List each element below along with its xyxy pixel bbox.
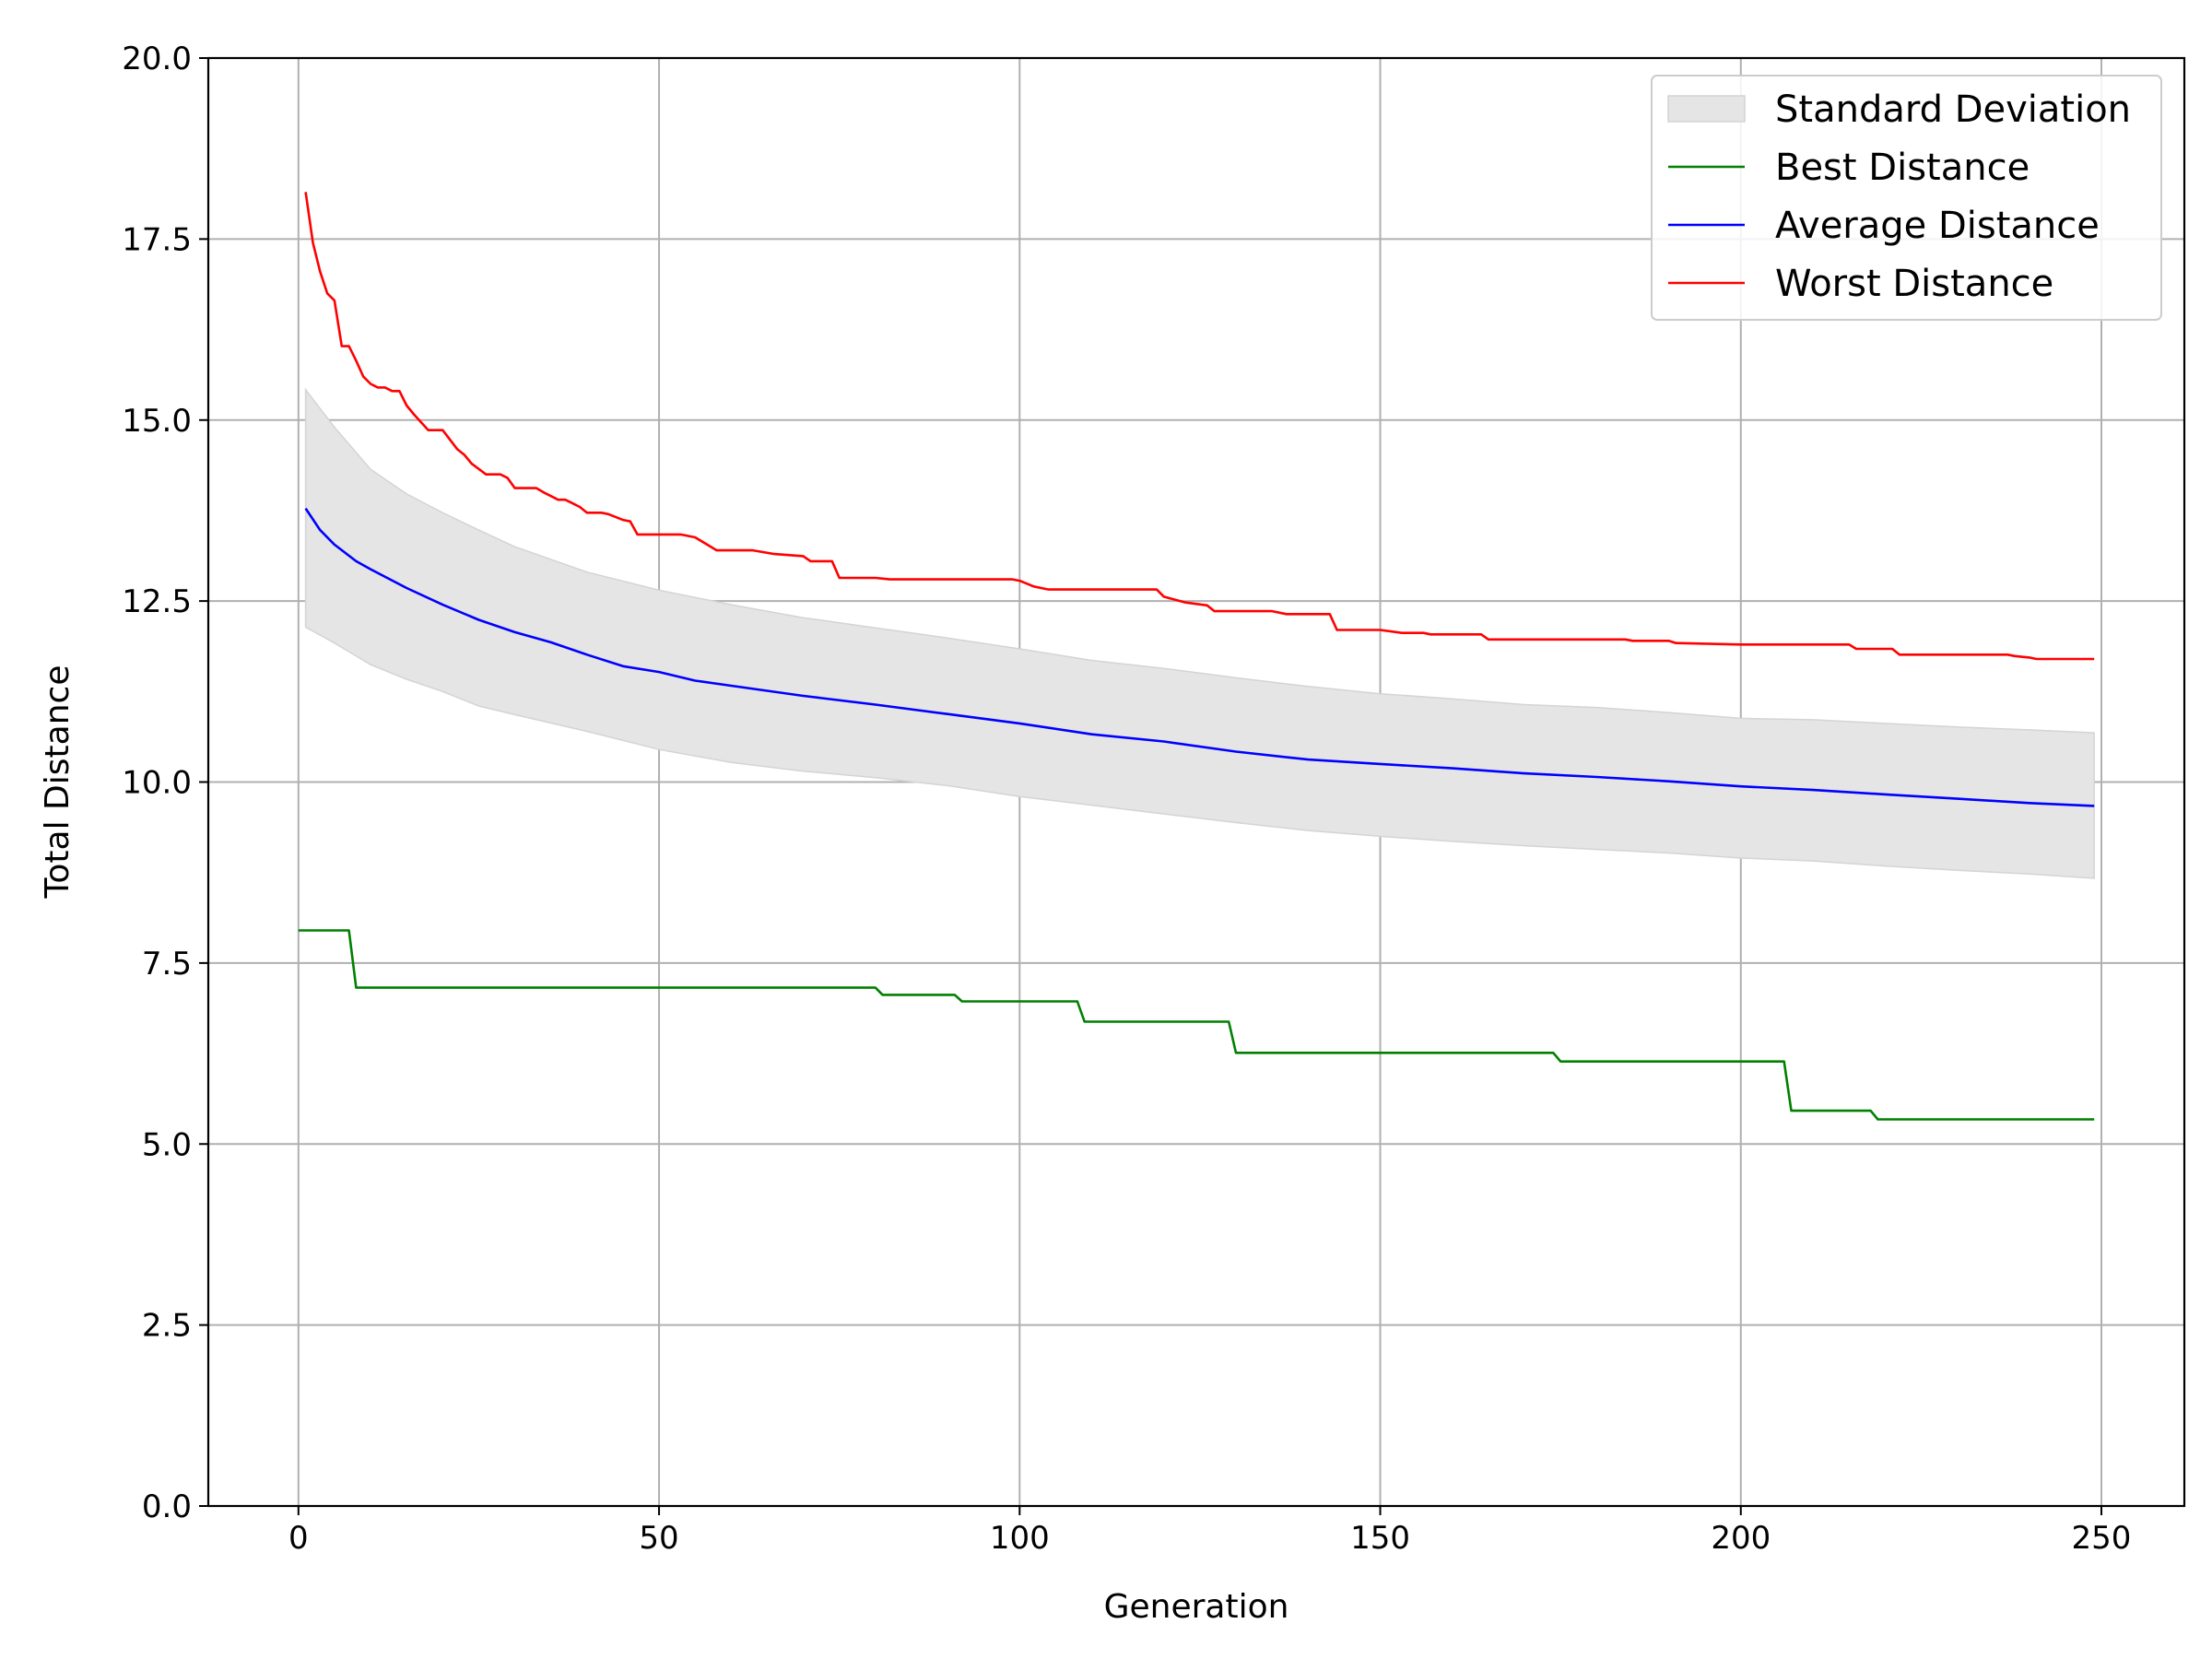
y-tick-label: 17.5: [122, 221, 192, 258]
legend-average-distance-label: Average Distance: [1775, 205, 2100, 247]
y-tick-label: 0.0: [142, 1488, 192, 1525]
y-tick-label: 10.0: [122, 765, 192, 802]
legend-best-distance-label: Best Distance: [1775, 147, 2030, 189]
y-tick-label: 15.0: [122, 403, 192, 440]
x-tick-label: 100: [990, 1520, 1050, 1557]
y-tick-label: 5.0: [142, 1126, 192, 1163]
x-tick-label: 50: [639, 1520, 678, 1557]
average-distance-line: [304, 507, 2095, 807]
series-layer: [298, 192, 2095, 1121]
x-axis-label: Generation: [1104, 1588, 1289, 1626]
std-band-layer: [304, 387, 2095, 879]
y-axis-label: Total Distance: [39, 665, 76, 900]
legend-std-deviation-label: Standard Deviation: [1775, 88, 2131, 131]
worst-distance-line: [304, 192, 2095, 661]
x-tick-label: 250: [2072, 1520, 2132, 1557]
legend-worst-distance-label: Worst Distance: [1775, 263, 2053, 305]
y-tick-label: 2.5: [142, 1308, 192, 1345]
std-deviation-band: [304, 387, 2095, 879]
x-tick-label: 150: [1350, 1520, 1410, 1557]
y-axis-ticks: 0.0 2.5 5.0 7.5 10.0 12.5 15.0 17.5 20.0: [122, 41, 208, 1525]
x-tick-label: 200: [1711, 1520, 1771, 1557]
y-tick-label: 20.0: [122, 41, 192, 77]
y-tick-label: 12.5: [122, 583, 192, 620]
y-tick-label: 7.5: [142, 946, 192, 982]
best-distance-line: [298, 929, 2095, 1121]
x-axis-ticks: 0 50 100 150 200 250: [288, 1506, 2131, 1557]
legend: Standard Deviation Best Distance Average D…: [1651, 75, 2162, 321]
x-tick-label: 0: [288, 1520, 309, 1557]
legend-std-deviation-swatch: [1667, 95, 1746, 123]
legend-box: [1651, 75, 2162, 321]
